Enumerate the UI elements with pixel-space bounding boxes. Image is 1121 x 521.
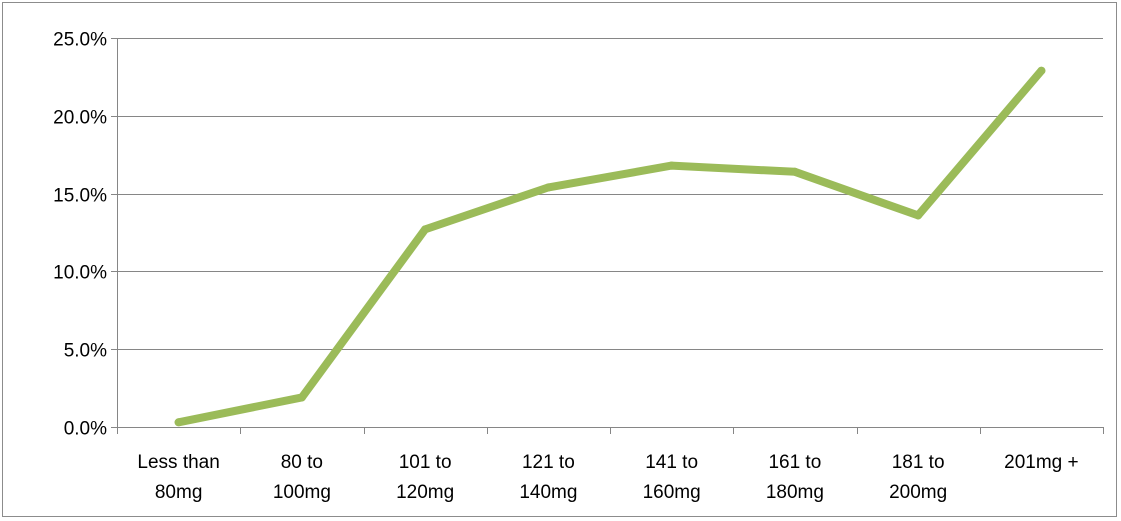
- series-layer: [174, 66, 1046, 427]
- gridlines: [117, 38, 1103, 350]
- x-tick-label: 161 to: [768, 452, 821, 473]
- x-tick-label: 200mg: [889, 482, 947, 503]
- y-tick-label: 5.0%: [64, 341, 107, 362]
- x-tick-label: 121 to: [522, 452, 575, 473]
- y-tick-labels: 0.0% 5.0% 10.0% 15.0% 20.0% 25.0%: [53, 30, 107, 440]
- x-tick-label: 160mg: [643, 482, 701, 503]
- y-tick-label: 10.0%: [53, 263, 107, 284]
- y-tick-label: 20.0%: [53, 108, 107, 129]
- x-tick-label: 140mg: [519, 482, 577, 503]
- x-tick-label: 100mg: [273, 482, 331, 503]
- data-point: [914, 211, 923, 220]
- x-tick-labels: Less than 80mg 80 to 100mg 101 to 120mg 121 to…: [137, 452, 1078, 503]
- data-point: [174, 418, 183, 427]
- line-chart: 0.0% 5.0% 10.0% 15.0% 20.0% 25.0% Less than 80…: [53, 30, 1104, 503]
- x-tick-label: 80mg: [155, 482, 203, 503]
- data-point: [297, 393, 306, 402]
- x-tick-label: 141 to: [645, 452, 698, 473]
- data-point: [1037, 66, 1046, 75]
- x-tick-label: Less than: [137, 452, 219, 473]
- y-tick-label: 15.0%: [53, 186, 107, 207]
- series-line: [174, 66, 1046, 427]
- x-tick-label: 181 to: [892, 452, 945, 473]
- data-point: [544, 183, 553, 192]
- axes: [111, 38, 1104, 434]
- x-tick-label: 101 to: [399, 452, 452, 473]
- data-point: [421, 225, 430, 234]
- data-point: [667, 161, 676, 170]
- x-tick-label: 201mg +: [1004, 452, 1078, 473]
- x-tick-label: 80 to: [281, 452, 323, 473]
- x-tick-label: 120mg: [396, 482, 454, 503]
- x-tick-label: 180mg: [766, 482, 824, 503]
- data-point: [790, 167, 799, 176]
- y-tick-label: 25.0%: [53, 30, 107, 51]
- y-tick-label: 0.0%: [64, 419, 107, 440]
